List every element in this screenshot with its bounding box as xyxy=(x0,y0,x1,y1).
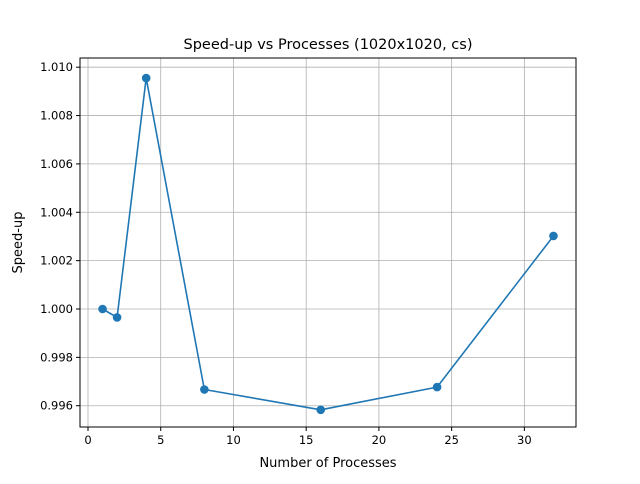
y-tick-label: 1.000 xyxy=(40,302,73,316)
x-tick-label: 20 xyxy=(372,433,387,447)
y-tick-label: 1.010 xyxy=(40,60,73,74)
y-tick-label: 0.996 xyxy=(40,399,73,413)
x-tick-label: 30 xyxy=(517,433,532,447)
y-tick-label: 1.008 xyxy=(40,109,73,123)
x-axis-label: Number of Processes xyxy=(259,456,396,471)
data-point xyxy=(549,231,558,241)
x-tick-label: 5 xyxy=(157,433,164,447)
x-tick-label: 10 xyxy=(226,433,241,447)
data-point xyxy=(316,405,326,415)
grid xyxy=(80,58,576,427)
x-tick-label: 15 xyxy=(299,433,314,447)
data-point xyxy=(98,304,107,314)
data-point xyxy=(112,313,122,322)
axis-ticks: 0 5 10 15 20 25 30 0.996 0.998 1.000 1.002 1.004 1.0… xyxy=(40,60,532,447)
chart-title: Speed-up vs Processes (1020x1020, cs) xyxy=(184,37,473,53)
data-point xyxy=(432,382,442,392)
series-layer xyxy=(98,73,558,415)
data-point xyxy=(141,73,151,83)
x-tick-label: 0 xyxy=(84,433,91,447)
y-tick-label: 1.004 xyxy=(40,205,73,219)
plot-frame xyxy=(79,57,577,428)
y-axis-label: Speed-up xyxy=(11,212,26,274)
x-tick-label: 25 xyxy=(444,433,459,447)
y-tick-label: 0.998 xyxy=(40,350,73,364)
y-tick-label: 1.006 xyxy=(40,157,73,171)
data-point xyxy=(200,385,209,394)
y-tick-label: 1.002 xyxy=(40,254,73,268)
